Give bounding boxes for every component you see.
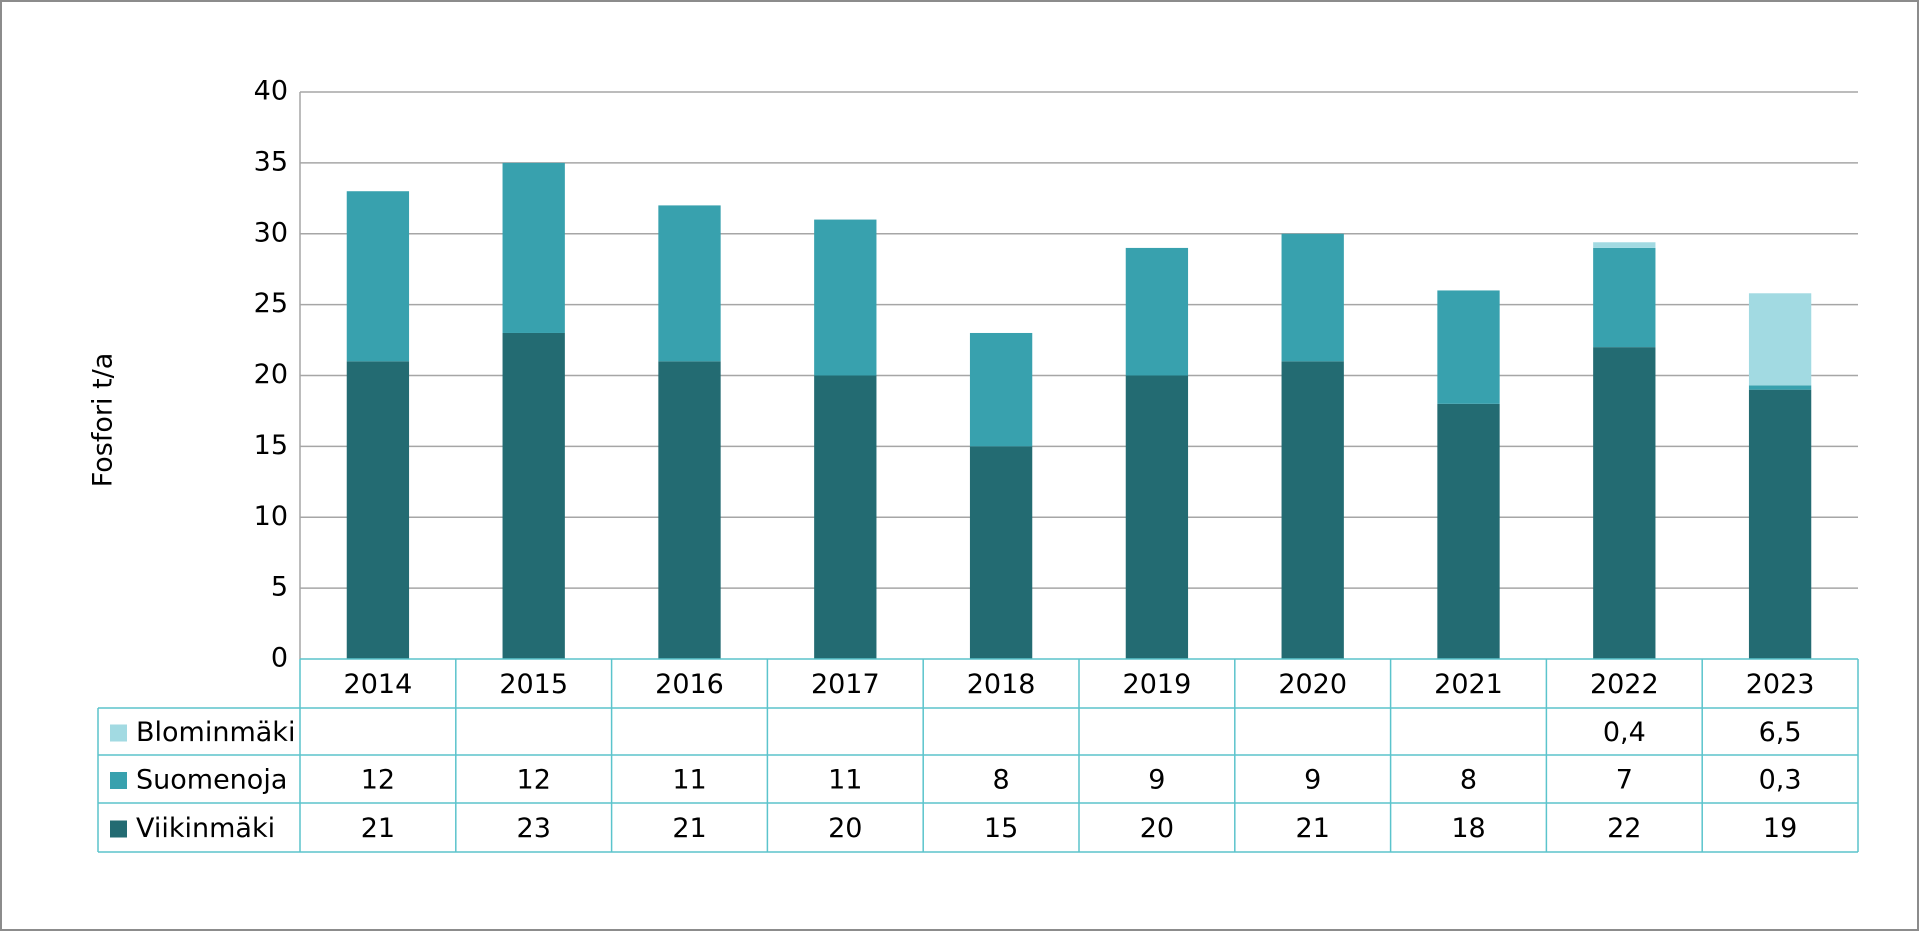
data-label: 11 xyxy=(828,765,862,796)
y-tick-label: 40 xyxy=(254,76,288,107)
x-tick-label: 2018 xyxy=(967,669,1036,700)
bar-segment xyxy=(1125,375,1189,659)
data-label: 8 xyxy=(993,765,1010,796)
legend-swatch xyxy=(110,820,127,838)
data-label: 11 xyxy=(672,765,706,796)
bar-segment xyxy=(1593,347,1656,659)
bar-segment xyxy=(658,205,721,362)
data-label: 6,5 xyxy=(1759,717,1802,748)
legend-label: Blominmäki xyxy=(136,717,295,748)
bar-segment xyxy=(502,162,565,333)
bar-segment xyxy=(814,219,877,376)
y-tick-label: 20 xyxy=(254,359,288,390)
legend-label: Suomenoja xyxy=(136,765,287,796)
y-tick-label: 30 xyxy=(254,217,288,248)
bar-segment xyxy=(1437,290,1500,404)
data-label: 9 xyxy=(1304,765,1321,796)
data-label: 21 xyxy=(361,813,395,844)
y-tick-label: 25 xyxy=(254,288,288,319)
data-label: 22 xyxy=(1607,813,1641,844)
bar-segment xyxy=(658,361,721,659)
data-label: 20 xyxy=(828,813,862,844)
bar-segment xyxy=(1748,385,1812,390)
x-tick-label: 2015 xyxy=(499,669,568,700)
data-label: 12 xyxy=(517,765,551,796)
x-tick-label: 2020 xyxy=(1278,669,1347,700)
y-axis-label: Fosfori t/a xyxy=(88,353,119,488)
y-tick-label: 5 xyxy=(271,572,288,603)
y-tick-label: 10 xyxy=(254,501,288,532)
data-label: 19 xyxy=(1763,813,1797,844)
legend-label: Viikinmäki xyxy=(136,813,275,844)
bar-segment xyxy=(1125,247,1189,376)
data-label: 18 xyxy=(1451,813,1485,844)
data-label: 12 xyxy=(361,765,395,796)
x-tick-label: 2021 xyxy=(1434,669,1503,700)
data-label: 9 xyxy=(1148,765,1165,796)
data-label: 20 xyxy=(1140,813,1174,844)
bar-segment xyxy=(1748,293,1812,386)
bar-segment xyxy=(1281,361,1344,659)
y-tick-label: 0 xyxy=(271,643,288,674)
x-tick-label: 2016 xyxy=(655,669,724,700)
y-tick-label: 35 xyxy=(254,146,288,177)
data-label: 8 xyxy=(1460,765,1477,796)
x-tick-label: 2022 xyxy=(1590,669,1659,700)
bar-segment xyxy=(1593,242,1656,248)
data-label: 21 xyxy=(672,813,706,844)
legend-swatch xyxy=(110,724,127,742)
bar-segment xyxy=(969,332,1033,447)
bar-segment xyxy=(1281,233,1344,362)
data-label: 0,4 xyxy=(1603,717,1646,748)
bar-segment xyxy=(346,191,410,362)
y-tick-label: 15 xyxy=(254,430,288,461)
bar-segment xyxy=(502,332,565,659)
legend-swatch xyxy=(110,772,127,789)
bar-segment xyxy=(1593,247,1656,348)
data-label: 23 xyxy=(517,813,551,844)
x-tick-label: 2017 xyxy=(811,669,880,700)
bar-segment xyxy=(969,446,1033,659)
bar-segment xyxy=(1437,403,1500,659)
data-label: 7 xyxy=(1616,765,1633,796)
x-tick-label: 2023 xyxy=(1746,669,1815,700)
bar-segment xyxy=(814,375,877,659)
x-tick-label: 2014 xyxy=(344,669,413,700)
bar-segment xyxy=(1748,389,1812,659)
bar-segment xyxy=(346,361,410,659)
x-tick-label: 2019 xyxy=(1123,669,1192,700)
data-label: 15 xyxy=(984,813,1018,844)
data-label: 21 xyxy=(1296,813,1330,844)
data-label: 0,3 xyxy=(1759,765,1802,796)
